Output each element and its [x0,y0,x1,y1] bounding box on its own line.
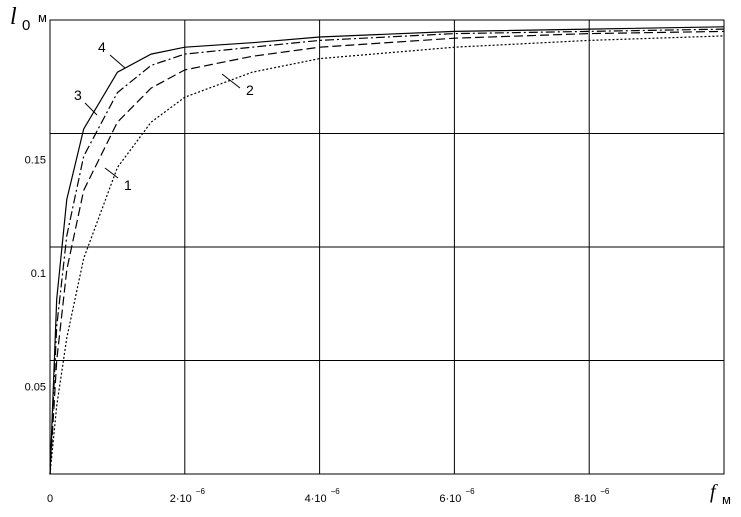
y-tick-label: 0.05 [25,382,46,394]
y-tick-label: 0.1 [31,268,46,280]
x-tick-exponent: −6 [196,487,206,496]
x-tick-exponent: −6 [331,487,341,496]
y-tick-label: 0.15 [25,155,46,167]
x-tick-label: 6·10 [439,493,461,505]
series-label: 2 [246,82,254,98]
x-tick-label: 0 [47,493,53,505]
plot-frame [49,19,725,475]
series-line [49,26,725,475]
series-line [49,28,725,475]
leader-line [104,167,119,179]
leader-line [109,54,126,69]
series-label: 3 [74,87,82,103]
leader-line [84,102,98,116]
x-tick-label: 8·10 [574,493,596,505]
x-label-unit: м [722,492,731,507]
leader-line [221,73,241,89]
y-label-symbol: l [10,4,17,30]
x-tick-exponent: −6 [465,487,475,496]
x-tick-exponent: −6 [600,487,610,496]
x-label-symbol: f [710,481,718,503]
series-label: 1 [124,177,132,193]
y-label-subscript: 0 [22,17,30,34]
series-label: 4 [98,39,106,55]
series-line [49,35,725,475]
x-tick-label: 2·10 [170,493,192,505]
x-tick-label: 4·10 [305,493,327,505]
series-line [49,30,725,475]
y-label-unit: м [38,10,47,25]
